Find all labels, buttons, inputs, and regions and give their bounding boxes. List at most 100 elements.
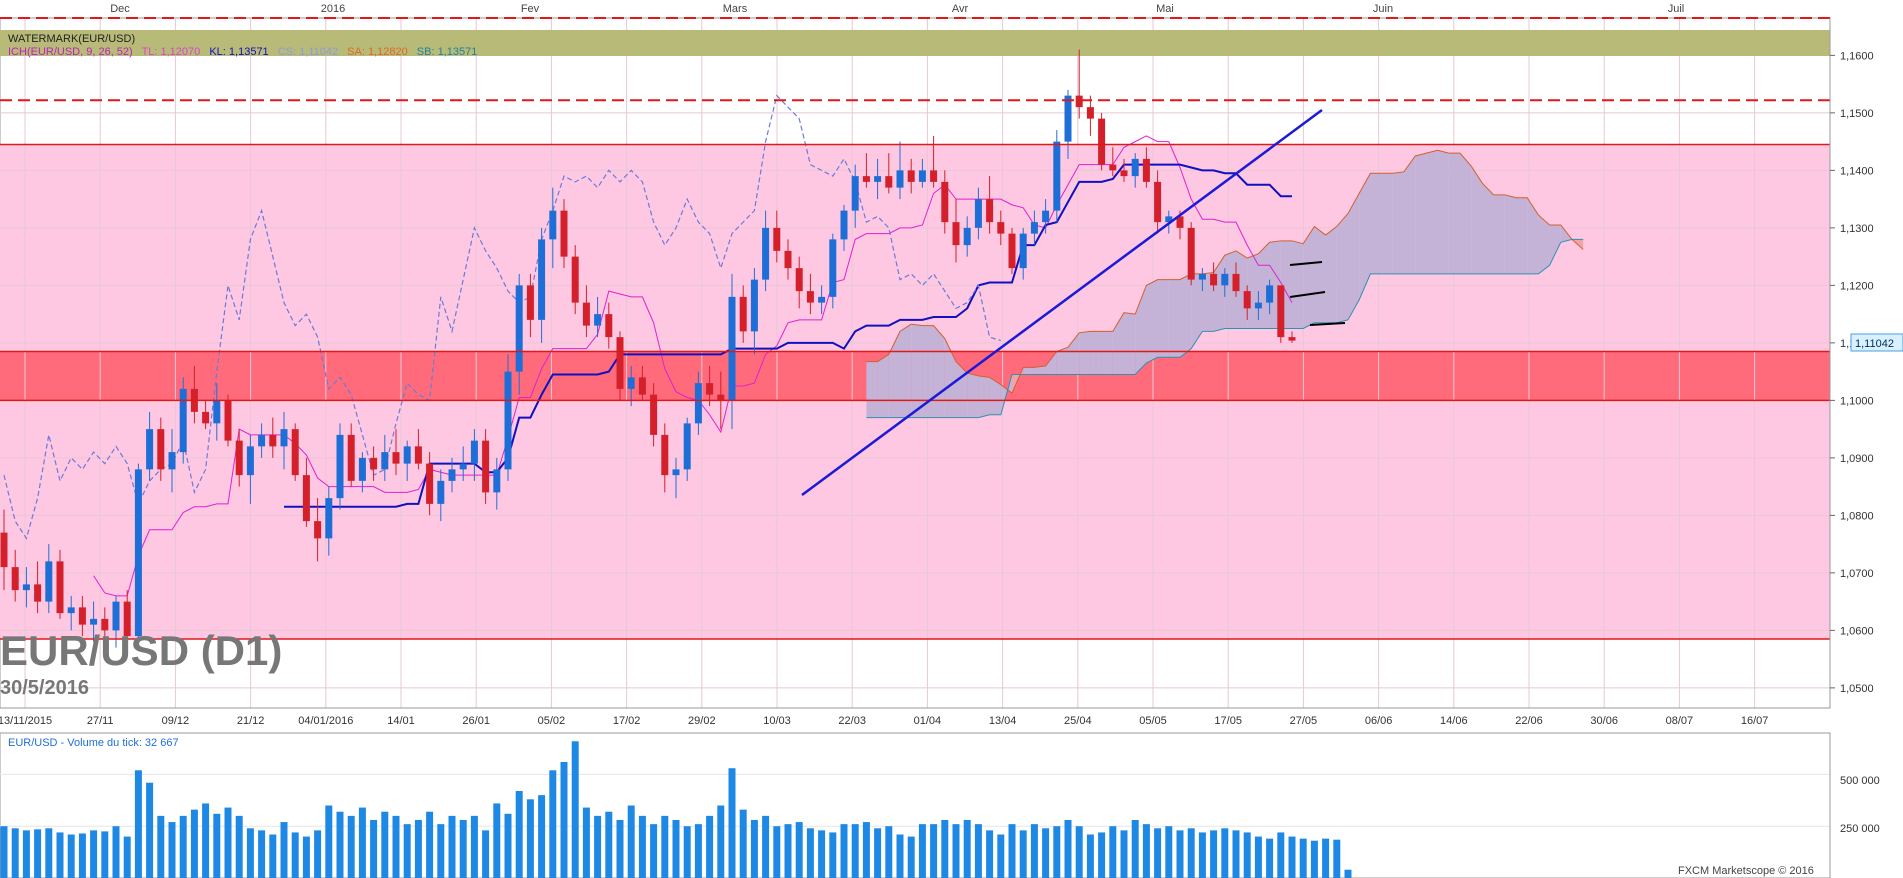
candle-body bbox=[1120, 170, 1128, 177]
cloud-segment bbox=[1549, 225, 1561, 266]
watermark-symbol: EUR/USD (D1) bbox=[0, 627, 282, 674]
cloud-segment bbox=[1504, 194, 1516, 274]
candle-body bbox=[717, 394, 725, 401]
candle-body bbox=[638, 377, 646, 395]
volume-bar bbox=[963, 820, 971, 878]
candle-body bbox=[314, 521, 322, 539]
x-tick-label: 29/02 bbox=[688, 715, 716, 727]
volume-bar bbox=[45, 828, 53, 878]
x-tick-label: 13/04 bbox=[989, 715, 1017, 727]
cloud-segment bbox=[1034, 365, 1046, 375]
volume-bars bbox=[0, 741, 1352, 878]
cloud-segment bbox=[1426, 150, 1438, 274]
candle-body bbox=[414, 446, 422, 464]
cloud-segment bbox=[1202, 272, 1214, 332]
volume-bar bbox=[1120, 830, 1128, 878]
candle-body bbox=[773, 227, 781, 251]
candle-body bbox=[1019, 233, 1027, 269]
cloud-segment bbox=[922, 325, 934, 418]
volume-bar bbox=[661, 815, 669, 878]
candle-body bbox=[941, 181, 949, 223]
volume-bar bbox=[202, 803, 210, 878]
volume-bar bbox=[818, 830, 826, 878]
volume-bar bbox=[1042, 828, 1050, 878]
candle-body bbox=[426, 463, 434, 504]
volume-bar bbox=[1142, 824, 1150, 878]
candle-body bbox=[526, 285, 534, 320]
ichimoku-cs: CS: 1,11042 bbox=[278, 46, 338, 58]
volume-bar bbox=[1098, 832, 1106, 878]
candle-body bbox=[571, 256, 579, 303]
volume-bar bbox=[1030, 824, 1038, 878]
volume-bar bbox=[795, 822, 803, 878]
volume-bar bbox=[470, 815, 478, 878]
volume-bar bbox=[414, 820, 422, 878]
month-label: Avr bbox=[952, 3, 969, 15]
candle-body bbox=[34, 584, 42, 602]
volume-bar bbox=[1243, 832, 1251, 878]
cloud-segment bbox=[1527, 197, 1539, 274]
cloud-segment bbox=[1045, 351, 1057, 375]
candle-body bbox=[1277, 285, 1285, 338]
y-tick-label: 1,0900 bbox=[1840, 453, 1874, 465]
y-tick-label: 1,0700 bbox=[1840, 568, 1874, 580]
volume-bar bbox=[269, 834, 277, 878]
candle-body bbox=[1008, 233, 1016, 269]
candle-body bbox=[605, 314, 613, 338]
y-tick-label: 1,1600 bbox=[1840, 50, 1874, 62]
volume-bar bbox=[885, 826, 893, 878]
volume-bar bbox=[829, 832, 837, 878]
volume-label: EUR/USD - Volume du tick: 32 667 bbox=[8, 737, 179, 749]
volume-bar bbox=[706, 815, 714, 878]
last-price-badge: 1,11042 bbox=[1850, 333, 1903, 352]
volume-bar bbox=[526, 799, 534, 878]
candle-body bbox=[78, 607, 86, 625]
candle-body bbox=[907, 170, 915, 182]
volume-bar bbox=[1154, 828, 1162, 878]
cloud-segment bbox=[1493, 194, 1505, 274]
candle-body bbox=[851, 176, 859, 211]
candle-body bbox=[795, 268, 803, 292]
candle-body bbox=[616, 337, 624, 389]
candle-body bbox=[784, 250, 792, 269]
volume-tick-500k: 500 000 bbox=[1840, 775, 1880, 787]
x-tick-label: 22/06 bbox=[1515, 715, 1543, 727]
x-tick-label: 14/01 bbox=[387, 715, 415, 727]
x-tick-label: 09/12 bbox=[162, 715, 190, 727]
candle-body bbox=[1288, 337, 1296, 341]
x-tick-label: 05/05 bbox=[1139, 715, 1167, 727]
candle-body bbox=[582, 302, 590, 326]
volume-bar bbox=[594, 815, 602, 878]
cloud-segment bbox=[1437, 150, 1449, 274]
senkou-b-line bbox=[866, 238, 1584, 419]
candle-body bbox=[1165, 216, 1173, 223]
ichimoku-tl: TL: 1,12070 bbox=[142, 46, 201, 58]
volume-bar bbox=[974, 824, 982, 878]
x-tick-label: 30/06 bbox=[1590, 715, 1618, 727]
volume-bar bbox=[560, 762, 568, 878]
volume-bar bbox=[1198, 832, 1206, 878]
candle-body bbox=[0, 532, 8, 568]
candle-body bbox=[1075, 95, 1083, 108]
volume-bar bbox=[1333, 839, 1341, 878]
volume-bar bbox=[1288, 836, 1296, 878]
candle-body bbox=[806, 291, 814, 303]
volume-bar bbox=[134, 770, 142, 878]
volume-bar bbox=[896, 834, 904, 878]
volume-bar bbox=[1008, 824, 1016, 878]
volume-bar bbox=[683, 826, 691, 878]
candle-body bbox=[896, 170, 904, 188]
candle-body bbox=[974, 199, 982, 228]
volume-bar bbox=[1266, 838, 1274, 878]
volume-bar bbox=[101, 831, 109, 878]
volume-bar bbox=[907, 836, 915, 878]
volume-bar bbox=[1086, 834, 1094, 878]
cloud-segment bbox=[1538, 214, 1550, 274]
volume-bar bbox=[986, 830, 994, 878]
cloud-segment bbox=[989, 377, 1001, 415]
candle-body bbox=[213, 400, 221, 424]
volume-bar bbox=[325, 805, 333, 878]
candle-body bbox=[1142, 158, 1150, 182]
y-tick-label: 1,1400 bbox=[1840, 165, 1874, 177]
volume-bar bbox=[370, 820, 378, 878]
